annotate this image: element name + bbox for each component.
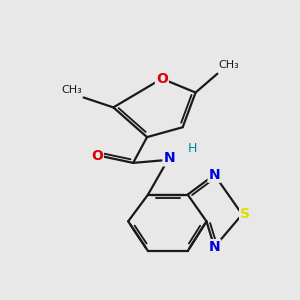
Text: S: S — [240, 207, 250, 221]
Text: H: H — [188, 142, 197, 155]
Text: CH₃: CH₃ — [219, 60, 240, 70]
Text: N: N — [208, 168, 220, 182]
Text: N: N — [208, 240, 220, 254]
Text: O: O — [156, 72, 168, 86]
Text: CH₃: CH₃ — [61, 85, 82, 94]
Text: O: O — [91, 149, 103, 163]
Text: N: N — [164, 152, 175, 165]
